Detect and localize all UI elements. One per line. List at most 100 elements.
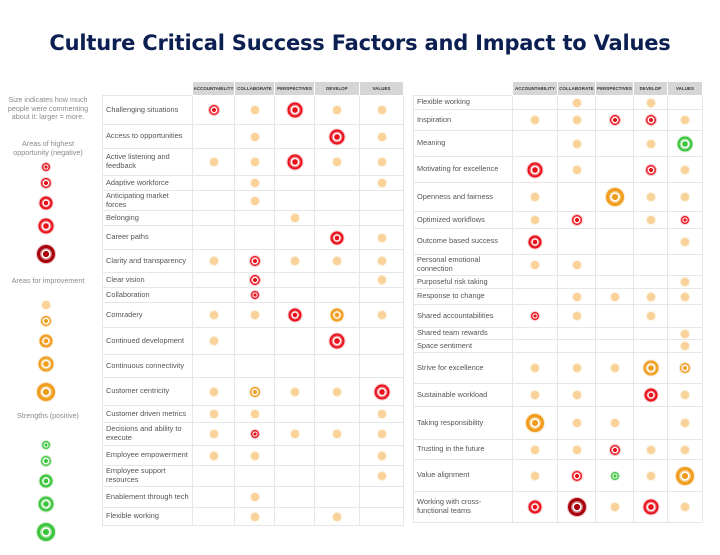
- table-row: Access to opportunities: [102, 124, 404, 149]
- table-row: Motivating for excellence: [413, 156, 703, 183]
- improvement-marker: [333, 158, 341, 166]
- cell-collaborate: [234, 95, 275, 125]
- cell-values: [359, 302, 404, 328]
- cell-accountability: [192, 405, 235, 423]
- cell-perspectives: [274, 272, 315, 288]
- cell-accountability: [192, 486, 235, 508]
- factor-label: Enablement through tech: [102, 486, 193, 508]
- cell-perspectives: [274, 287, 315, 303]
- table-row: Challenging situations: [102, 95, 404, 125]
- cell-values: [667, 228, 703, 255]
- factor-label: Optimized workflows: [413, 211, 513, 229]
- cell-develop: [314, 486, 360, 508]
- legend-improvement-dot-1: [42, 301, 50, 309]
- improvement-marker: [531, 391, 539, 399]
- table-row: Flexible working: [413, 95, 703, 110]
- column-header-accountability: ACCOUNTABILITY: [512, 81, 558, 96]
- cell-accountability: [192, 249, 235, 273]
- improvement-marker: [610, 292, 619, 301]
- cell-perspectives: [595, 339, 634, 353]
- improvement-marker: [377, 158, 386, 166]
- column-header-accountability: ACCOUNTABILITY: [192, 81, 235, 96]
- cell-collaborate: [557, 327, 596, 340]
- cell-develop: [633, 95, 668, 110]
- factor-label: Space sentiment: [413, 339, 513, 353]
- improvement-marker: [646, 471, 655, 480]
- opportunity-marker: [571, 215, 582, 225]
- factor-label: Comradery: [102, 302, 193, 328]
- cell-perspectives: [274, 225, 315, 250]
- opportunity-marker: [250, 291, 259, 299]
- column-header-collaborate: COLLABORATE: [557, 81, 596, 96]
- legend-improvement-title: Areas for improvement: [11, 276, 85, 285]
- table-row: Openness and fairness: [413, 182, 703, 212]
- cell-accountability: [512, 459, 558, 492]
- cell-develop: [633, 459, 668, 492]
- cell-collaborate: [557, 383, 596, 407]
- factor-label: Clarity and transparency: [102, 249, 193, 273]
- cell-collaborate: [234, 190, 275, 211]
- cell-collaborate: [557, 156, 596, 183]
- cell-collaborate: [557, 459, 596, 492]
- cell-perspectives: [274, 302, 315, 328]
- right-header-row: ACCOUNTABILITY COLLABORATE PERSPECTIVES DEV…: [413, 81, 703, 96]
- opportunity-marker: [644, 388, 657, 402]
- cell-perspectives: [274, 486, 315, 508]
- cell-values: [359, 486, 404, 508]
- cell-collaborate: [557, 211, 596, 229]
- improvement-marker: [531, 364, 539, 372]
- improvement-marker: [333, 257, 341, 265]
- cell-values: [667, 156, 703, 183]
- improvement-marker: [209, 410, 218, 418]
- cell-values: [359, 405, 404, 423]
- factor-label: Customer centricity: [102, 377, 193, 406]
- cell-develop: [633, 228, 668, 255]
- cell-values: [359, 95, 404, 125]
- cell-accountability: [512, 211, 558, 229]
- table-row: Clear vision: [102, 272, 404, 288]
- factor-label: Anticipating market forces: [102, 190, 193, 211]
- cell-collaborate: [557, 339, 596, 353]
- improvement-marker: [531, 261, 539, 269]
- cell-values: [359, 249, 404, 273]
- cell-perspectives: [274, 507, 315, 526]
- cell-collaborate: [234, 287, 275, 303]
- improvement-marker: [531, 445, 539, 454]
- factor-label: Shared team rewards: [413, 327, 513, 340]
- cell-values: [359, 287, 404, 303]
- improvement-marker: [250, 106, 259, 114]
- cell-accountability: [512, 352, 558, 384]
- improvement-marker: [377, 311, 386, 319]
- cell-develop: [314, 507, 360, 526]
- table-row: Meaning: [413, 130, 703, 157]
- cell-perspectives: [274, 190, 315, 211]
- improvement-marker: [610, 503, 619, 511]
- opportunity-marker: [645, 115, 656, 125]
- table-row: Trusting in the future: [413, 439, 703, 460]
- cell-collaborate: [234, 445, 275, 466]
- cell-develop: [314, 327, 360, 355]
- cell-values: [667, 491, 703, 523]
- improvement-marker: [209, 451, 218, 460]
- cell-collaborate: [234, 327, 275, 355]
- cell-collaborate: [234, 249, 275, 273]
- improvement-marker: [377, 472, 386, 480]
- cell-collaborate: [234, 148, 275, 176]
- improvement-marker: [572, 292, 581, 301]
- improvement-marker: [681, 391, 689, 399]
- legend-negative-dot-1: [42, 163, 50, 171]
- cell-collaborate: [557, 130, 596, 157]
- improvement-marker: [572, 419, 581, 427]
- cell-accountability: [192, 507, 235, 526]
- improvement-marker: [333, 106, 341, 114]
- cell-collaborate: [557, 95, 596, 110]
- factor-label: Trusting in the future: [413, 439, 513, 460]
- legend-strengths-title: Strengths (positive): [17, 411, 79, 420]
- cell-perspectives: [595, 383, 634, 407]
- improvement-marker: [572, 364, 581, 372]
- cell-perspectives: [595, 156, 634, 183]
- improvement-marker: [681, 278, 689, 286]
- improvement-marker: [531, 193, 539, 201]
- legend-improvement-dot-4: [38, 356, 54, 372]
- improvement-marker: [646, 193, 655, 201]
